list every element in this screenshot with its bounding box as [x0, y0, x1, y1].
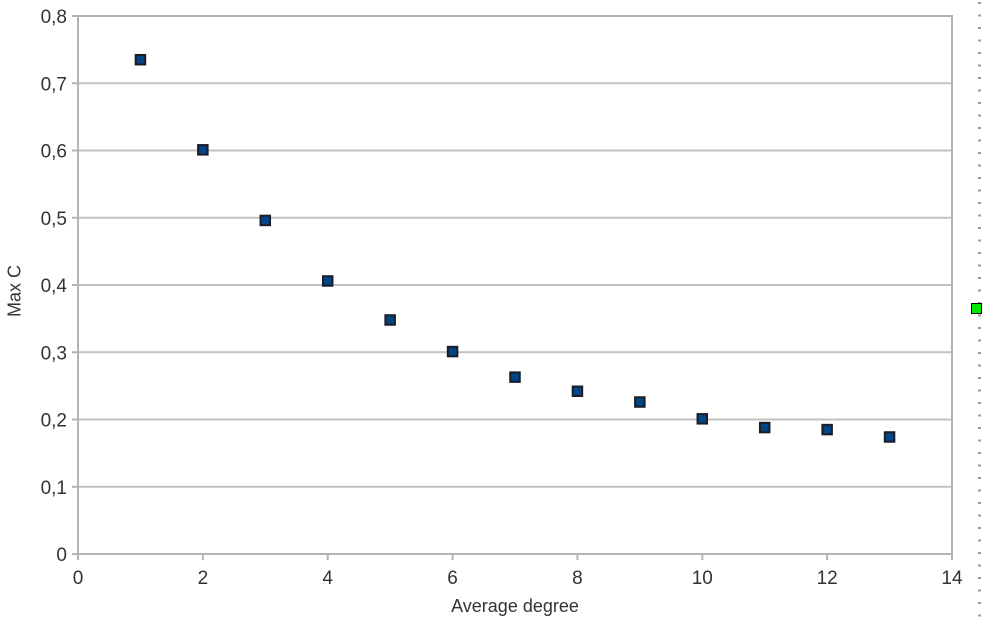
data-point[interactable] [571, 385, 584, 398]
x-tick-label: 8 [572, 568, 583, 589]
data-point[interactable] [509, 371, 521, 383]
y-tick-label: 0 [56, 545, 67, 566]
x-tick-label: 0 [73, 568, 84, 589]
y-tick-label: 0,4 [41, 276, 68, 297]
y-tick-label: 0,2 [41, 411, 67, 432]
data-point[interactable] [321, 275, 334, 287]
selection-handle[interactable] [971, 303, 982, 314]
x-tick-label: 10 [692, 568, 713, 589]
x-tick-label: 12 [817, 568, 838, 589]
y-tick-label: 0,5 [41, 209, 67, 230]
data-point[interactable] [821, 423, 833, 436]
y-tick-label: 0,3 [41, 343, 67, 364]
data-point[interactable] [883, 431, 896, 443]
y-tick-label: 0,7 [41, 74, 67, 95]
data-point[interactable] [197, 144, 209, 156]
x-tick-label: 6 [447, 568, 458, 589]
y-tick-label: 0,1 [41, 478, 67, 499]
x-tick-label: 2 [198, 568, 209, 589]
data-point[interactable] [696, 413, 709, 425]
data-point[interactable] [446, 345, 459, 358]
x-tick-label: 14 [941, 568, 963, 589]
data-point[interactable] [634, 396, 646, 408]
y-tick-label: 0,6 [41, 142, 67, 163]
data-point[interactable] [134, 53, 147, 66]
data-point[interactable] [758, 421, 771, 434]
data-point[interactable] [259, 214, 272, 227]
data-point[interactable] [384, 314, 396, 326]
x-tick-label: 4 [322, 568, 333, 589]
y-tick-label: 0,8 [41, 7, 67, 28]
